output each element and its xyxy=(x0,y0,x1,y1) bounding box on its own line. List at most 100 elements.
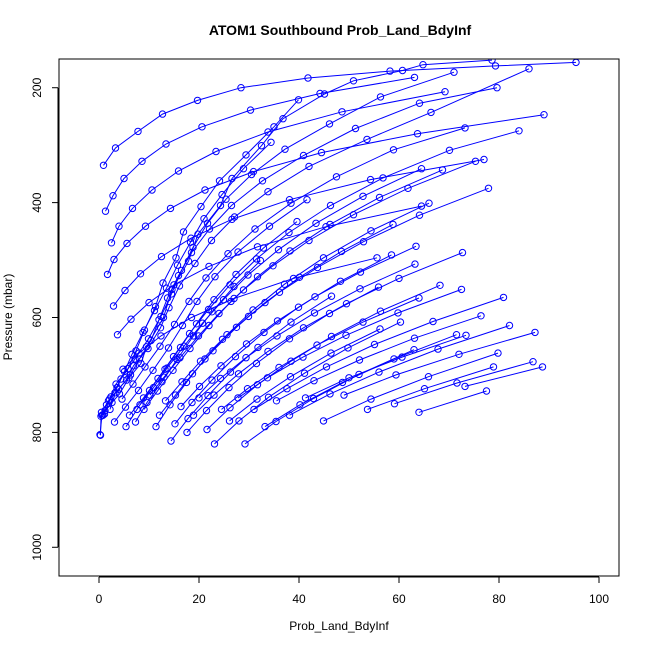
data-point xyxy=(415,408,423,416)
data-point xyxy=(415,294,423,302)
data-point xyxy=(178,321,187,330)
data-point xyxy=(319,417,328,425)
data-point xyxy=(239,165,248,173)
data-point xyxy=(342,300,351,308)
data-point xyxy=(452,331,461,339)
data-point xyxy=(376,93,385,101)
data-point xyxy=(326,390,334,398)
data-point xyxy=(217,405,226,414)
data-point xyxy=(242,151,250,159)
data-point xyxy=(249,167,258,176)
data-point xyxy=(355,356,364,364)
data-point xyxy=(395,274,403,283)
data-point xyxy=(261,298,269,307)
data-point xyxy=(172,254,180,262)
data-point xyxy=(322,363,331,371)
data-point xyxy=(427,108,435,117)
data-point xyxy=(419,60,427,69)
data-point xyxy=(226,281,234,289)
data-point xyxy=(269,262,277,270)
series-line xyxy=(149,160,476,396)
data-point xyxy=(211,273,219,281)
data-point xyxy=(198,123,206,131)
data-point xyxy=(375,193,384,202)
x-axis: 0 20 40 60 80 100 xyxy=(96,576,609,606)
data-point xyxy=(300,369,309,377)
data-point xyxy=(359,318,367,326)
data-point xyxy=(525,65,533,73)
data-point xyxy=(310,377,318,385)
data-point xyxy=(119,365,127,373)
data-point xyxy=(301,394,310,402)
data-point xyxy=(538,363,547,371)
series-line xyxy=(237,288,462,399)
data-point xyxy=(392,371,400,379)
data-point xyxy=(216,201,225,210)
data-point xyxy=(160,373,168,381)
data-point xyxy=(187,313,196,322)
data-point xyxy=(122,376,131,384)
data-point xyxy=(319,254,328,262)
data-point xyxy=(164,344,173,352)
data-point xyxy=(299,353,307,361)
data-point xyxy=(327,349,335,357)
series-36 xyxy=(340,328,539,399)
series-line xyxy=(229,328,381,422)
data-point xyxy=(285,228,293,237)
y-tick-label: 1000 xyxy=(30,534,44,561)
data-point xyxy=(285,196,294,204)
data-point xyxy=(531,328,539,337)
series-line xyxy=(101,87,498,413)
series-33 xyxy=(285,321,514,419)
data-point xyxy=(228,215,236,224)
data-point xyxy=(202,406,211,415)
data-point xyxy=(163,294,172,302)
data-point xyxy=(363,405,372,414)
data-point xyxy=(125,411,134,419)
data-point xyxy=(326,220,334,229)
data-point xyxy=(457,285,466,294)
data-point xyxy=(226,404,234,412)
data-point xyxy=(482,387,491,395)
series-line xyxy=(343,331,536,396)
data-point xyxy=(494,349,502,357)
data-point xyxy=(461,382,469,391)
series-line xyxy=(193,252,463,416)
data-point xyxy=(111,144,120,152)
data-point xyxy=(134,127,142,136)
data-point xyxy=(167,437,175,445)
data-point xyxy=(283,385,291,393)
series-26 xyxy=(217,294,423,414)
data-point xyxy=(234,370,243,378)
data-point xyxy=(174,167,183,175)
data-point xyxy=(505,321,514,330)
data-point xyxy=(279,115,287,123)
data-point xyxy=(121,403,130,411)
data-point xyxy=(281,145,289,153)
data-point xyxy=(349,77,358,85)
data-point xyxy=(389,146,398,154)
data-point xyxy=(114,385,123,393)
data-point xyxy=(113,331,122,339)
data-point xyxy=(156,324,165,332)
data-point xyxy=(193,297,201,306)
series-line xyxy=(104,71,455,415)
data-point xyxy=(491,62,500,70)
data-point xyxy=(189,332,198,340)
data-point xyxy=(462,331,470,339)
data-point xyxy=(375,368,383,376)
y-tick-label: 400 xyxy=(30,192,44,212)
series-17 xyxy=(161,184,493,405)
data-point xyxy=(152,422,160,431)
series-47 xyxy=(119,254,381,373)
data-point xyxy=(176,354,184,362)
data-point xyxy=(200,215,208,223)
data-point xyxy=(367,227,375,235)
data-point xyxy=(235,417,243,425)
data-point xyxy=(194,332,203,340)
series-line xyxy=(103,61,577,166)
data-point xyxy=(210,440,219,448)
series-line xyxy=(114,199,308,423)
data-point xyxy=(529,358,537,366)
data-point xyxy=(287,199,295,207)
